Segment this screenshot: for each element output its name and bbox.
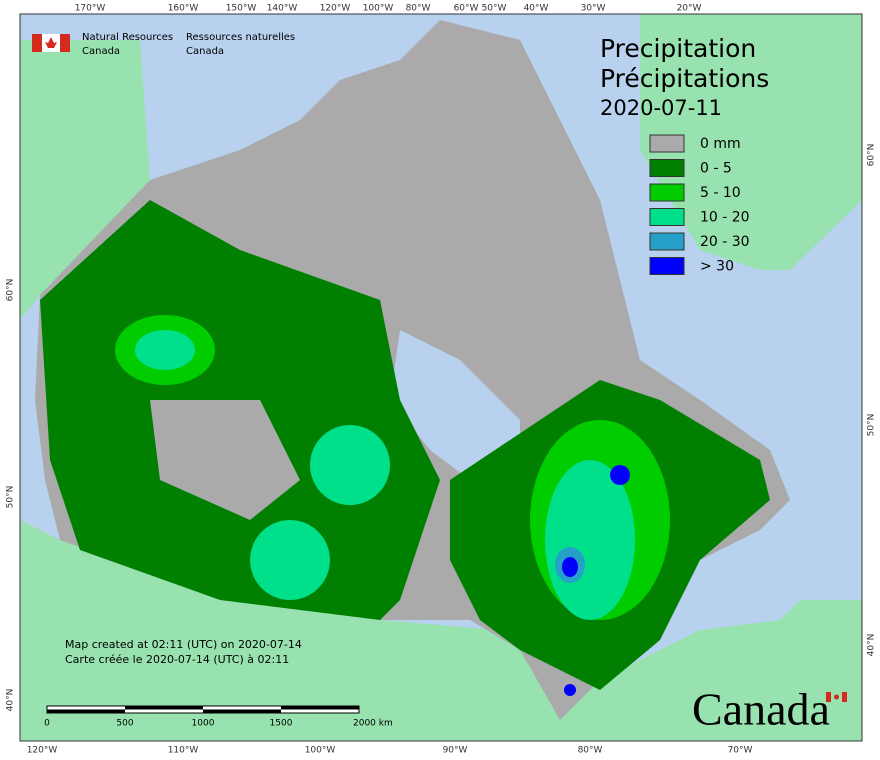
lon-label: 70°W — [728, 746, 753, 756]
flag-bar — [826, 692, 831, 702]
scale-label: 500 — [116, 719, 133, 729]
title: Precipitation — [600, 34, 756, 63]
scale-segment — [203, 709, 281, 713]
lon-label: 160°W — [168, 4, 199, 14]
lon-label: 120°W — [320, 4, 351, 14]
flag-bar — [842, 692, 847, 702]
legend-label: 0 mm — [700, 136, 741, 152]
lon-label: 30°W — [581, 4, 606, 14]
wordmark: Canada — [692, 684, 830, 735]
lon-label: 40°W — [524, 4, 549, 14]
lon-label: 80°W — [578, 746, 603, 756]
logo-text: Canada — [186, 46, 224, 57]
scale-segment — [47, 709, 125, 713]
precip-zone — [562, 557, 578, 577]
lon-label: 60°W — [454, 4, 479, 14]
dry-prairie — [150, 400, 300, 520]
credit: Map created at 02:11 (UTC) on 2020-07-14 — [65, 638, 302, 651]
alaska — [20, 40, 150, 320]
scale-label: 1500 — [270, 719, 293, 729]
title: Précipitations — [600, 64, 769, 93]
legend-label: 0 - 5 — [700, 161, 732, 177]
scale-label: 2000 km — [353, 719, 393, 729]
logo: Natural Resources Canada Ressources natu… — [32, 32, 295, 57]
lon-label: 150°W — [226, 4, 257, 14]
lat-label: 60°N — [6, 279, 16, 302]
lat-label: 50°N — [6, 486, 16, 509]
precip-zone — [564, 684, 576, 696]
scale-label: 0 — [44, 719, 50, 729]
precip-zone — [135, 330, 195, 370]
lat-label: 60°N — [867, 144, 877, 167]
lat-label: 40°N — [6, 689, 16, 712]
precip-zone — [610, 465, 630, 485]
lon-label: 90°W — [443, 746, 468, 756]
flag-bar — [60, 34, 70, 52]
hudson-bay — [390, 330, 520, 480]
flag-bar — [32, 34, 42, 52]
legend-swatch — [649, 134, 685, 153]
legend-swatch — [649, 159, 685, 177]
maple-leaf — [45, 37, 57, 48]
legend-swatch — [649, 208, 685, 226]
lon-label: 20°W — [677, 4, 702, 14]
legend-label: > 30 — [700, 259, 734, 275]
lat-label: 50°N — [867, 414, 877, 437]
legend-label: 5 - 10 — [700, 185, 741, 201]
maple-leaf — [834, 694, 839, 700]
lon-label: 140°W — [267, 4, 298, 14]
lon-label: 80°W — [406, 4, 431, 14]
usa — [20, 520, 862, 741]
lon-label: 100°W — [305, 746, 336, 756]
lon-label: 170°W — [75, 4, 106, 14]
legend-label: 10 - 20 — [700, 210, 750, 226]
legend-swatch — [649, 257, 685, 275]
legend-swatch — [649, 232, 685, 251]
logo-text: Canada — [82, 46, 120, 57]
logo-text: Natural Resources — [82, 32, 173, 43]
wordmark-flag — [826, 692, 847, 702]
greenland — [640, 14, 862, 270]
date: 2020-07-11 — [600, 96, 722, 120]
scale-segment — [281, 706, 359, 710]
precip-zone — [250, 520, 330, 600]
precip-zone — [310, 425, 390, 505]
lon-label: 50°W — [482, 4, 507, 14]
map — [20, 14, 862, 741]
lon-label: 100°W — [363, 4, 394, 14]
scale-segment — [125, 706, 203, 710]
map-border — [19, 13, 863, 742]
scale-label: 1000 — [192, 719, 215, 729]
lon-label: 110°W — [168, 746, 199, 756]
logo-text: Ressources naturelles — [186, 32, 295, 43]
scale-bar — [46, 705, 360, 714]
lat-label: 40°N — [867, 634, 877, 657]
legend-label: 20 - 30 — [700, 234, 750, 250]
legend-swatch — [649, 183, 685, 202]
credit: Carte créée le 2020-07-14 (UTC) à 02:11 — [65, 653, 289, 666]
lon-label: 120°W — [27, 746, 58, 756]
